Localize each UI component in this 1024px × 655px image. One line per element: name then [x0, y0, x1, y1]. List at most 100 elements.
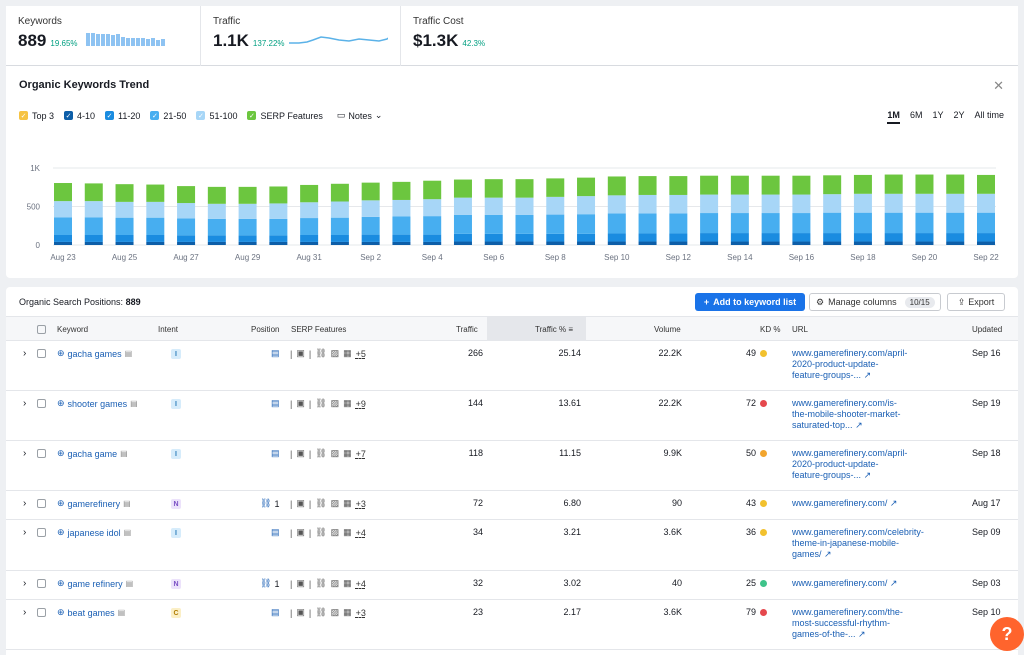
bar-segment-11-20[interactable] [300, 234, 319, 242]
bar-segment-serp-features[interactable] [115, 184, 134, 202]
serp-more-link[interactable]: +3 [355, 498, 366, 509]
bar-segment-11-20[interactable] [977, 233, 995, 242]
bar-segment-4-10[interactable] [115, 241, 134, 245]
col-kd[interactable]: KD % [760, 325, 781, 334]
row-checkbox[interactable] [37, 608, 46, 617]
bar-segment-serp-features[interactable] [700, 175, 719, 195]
bar-segment-51-100[interactable] [730, 194, 749, 214]
serp-more-link[interactable]: +3 [355, 607, 366, 618]
table-row[interactable]: › ⊕ shooter games ▤ I ▤ | ▣ | ⛓ ▨ ▦ +9 1… [6, 391, 1018, 441]
bar-segment-51-100[interactable] [884, 193, 903, 213]
bar-segment-serp-features[interactable] [792, 175, 811, 195]
bar-segment-serp-features[interactable] [884, 174, 903, 194]
bar-segment-51-100[interactable] [484, 197, 503, 215]
bar-segment-21-50[interactable] [177, 218, 196, 236]
bar-segment-serp-features[interactable] [577, 177, 596, 197]
bar-segment-11-20[interactable] [453, 233, 472, 242]
serp-preview-icon[interactable]: ▤ [123, 499, 131, 508]
period-2y[interactable]: 2Y [953, 110, 965, 120]
external-link-icon[interactable]: ↗ [863, 470, 872, 480]
bar-segment-serp-features[interactable] [330, 183, 349, 202]
bar-segment-21-50[interactable] [977, 212, 995, 234]
bar-segment-11-20[interactable] [700, 233, 719, 242]
bar-segment-4-10[interactable] [146, 241, 165, 245]
external-link-icon[interactable]: ↗ [889, 498, 898, 508]
bar-segment-4-10[interactable] [361, 241, 380, 245]
bar-segment-serp-features[interactable] [761, 175, 780, 195]
table-row[interactable]: › ⊕ gacha games ▤ I ▤ | ▣ | ⛓ ▨ ▦ +5 266 [6, 341, 1018, 391]
bar-segment-11-20[interactable] [730, 233, 749, 242]
bar-segment-4-10[interactable] [577, 241, 596, 245]
bar-segment-4-10[interactable] [915, 241, 934, 245]
bar-segment-51-100[interactable] [638, 194, 657, 214]
bar-segment-51-100[interactable] [330, 201, 349, 218]
bar-segment-11-20[interactable] [638, 233, 657, 242]
bar-segment-4-10[interactable] [823, 241, 842, 245]
bar-segment-51-100[interactable] [84, 201, 103, 218]
bar-segment-4-10[interactable] [269, 241, 288, 245]
external-link-icon[interactable]: ↗ [889, 578, 898, 588]
bar-segment-21-50[interactable] [915, 212, 934, 234]
bar-segment-serp-features[interactable] [853, 174, 872, 194]
bar-segment-21-50[interactable] [607, 213, 626, 234]
bar-segment-21-50[interactable] [207, 218, 226, 236]
bar-segment-serp-features[interactable] [54, 183, 72, 202]
bar-segment-serp-features[interactable] [638, 176, 657, 195]
add-to-keyword-list-button[interactable]: + Add to keyword list [695, 293, 805, 311]
bar-segment-11-20[interactable] [853, 233, 872, 242]
bar-segment-11-20[interactable] [207, 235, 226, 242]
col-traffic-pct[interactable]: Traffic % ≡ [487, 317, 586, 341]
add-circle-icon[interactable]: ⊕ [57, 448, 65, 458]
bar-segment-11-20[interactable] [669, 233, 688, 242]
col-keyword[interactable]: Keyword [57, 325, 89, 334]
bar-segment-21-50[interactable] [669, 213, 688, 234]
bar-segment-4-10[interactable] [700, 241, 719, 245]
bar-segment-11-20[interactable] [330, 234, 349, 242]
bar-segment-serp-features[interactable] [300, 184, 319, 203]
bar-segment-51-100[interactable] [823, 194, 842, 213]
external-link-icon[interactable]: ↗ [824, 549, 832, 559]
external-link-icon[interactable]: ↗ [855, 420, 863, 430]
keyword-link[interactable]: ⊕ beat games ▤ [57, 607, 125, 618]
table-row[interactable]: › ⊕ japanese idol ▤ I ▤ | ▣ | ⛓ ▨ ▦ +4 3… [6, 520, 1018, 571]
keyword-link[interactable]: ⊕ gacha game ▤ [57, 448, 128, 459]
url-link[interactable]: www.gamerefinery.com/april-2020-product-… [792, 448, 908, 481]
help-button[interactable]: ? [990, 617, 1024, 651]
bar-segment-serp-features[interactable] [823, 175, 842, 195]
bar-segment-21-50[interactable] [577, 214, 596, 234]
bar-segment-serp-features[interactable] [669, 176, 688, 195]
keyword-link[interactable]: ⊕ game refinery ▤ [57, 578, 133, 589]
bar-segment-serp-features[interactable] [453, 179, 472, 198]
bar-segment-4-10[interactable] [884, 241, 903, 245]
period-6m[interactable]: 6M [909, 110, 923, 120]
row-checkbox[interactable] [37, 499, 46, 508]
row-checkbox[interactable] [37, 579, 46, 588]
bar-segment-serp-features[interactable] [915, 174, 934, 194]
bar-segment-21-50[interactable] [638, 213, 657, 234]
bar-segment-21-50[interactable] [54, 217, 72, 235]
bar-segment-serp-features[interactable] [546, 178, 565, 197]
legend-top3[interactable]: ✓ Top 3 [19, 111, 54, 121]
expand-chevron-icon[interactable]: › [23, 398, 27, 409]
serp-preview-icon[interactable]: ▤ [117, 608, 126, 617]
serp-preview-icon[interactable]: ▤ [125, 579, 134, 588]
row-checkbox[interactable] [37, 349, 46, 358]
bar-segment-51-100[interactable] [115, 201, 134, 218]
bar-segment-4-10[interactable] [607, 241, 626, 245]
keyword-link[interactable]: ⊕ gamerefinery ▤ [57, 498, 131, 509]
bar-segment-serp-features[interactable] [84, 183, 103, 202]
bar-segment-serp-features[interactable] [361, 182, 380, 201]
keyword-link[interactable]: ⊕ japanese idol ▤ [57, 527, 131, 538]
export-button[interactable]: ⇪ Export [947, 293, 1005, 311]
col-serp-features[interactable]: SERP Features [291, 325, 347, 334]
period-all-time[interactable]: All time [974, 110, 1004, 120]
bar-segment-51-100[interactable] [146, 201, 165, 218]
bar-segment-51-100[interactable] [853, 193, 872, 213]
expand-chevron-icon[interactable]: › [23, 348, 27, 359]
bar-segment-21-50[interactable] [361, 216, 380, 235]
url-link[interactable]: www.gamerefinery.com/is-the-mobile-shoot… [792, 398, 908, 431]
bar-segment-11-20[interactable] [269, 235, 288, 242]
bar-segment-serp-features[interactable] [946, 174, 965, 194]
bar-segment-11-20[interactable] [423, 234, 442, 242]
metric-traffic[interactable]: Traffic 1.1K 137.22% [201, 6, 401, 66]
